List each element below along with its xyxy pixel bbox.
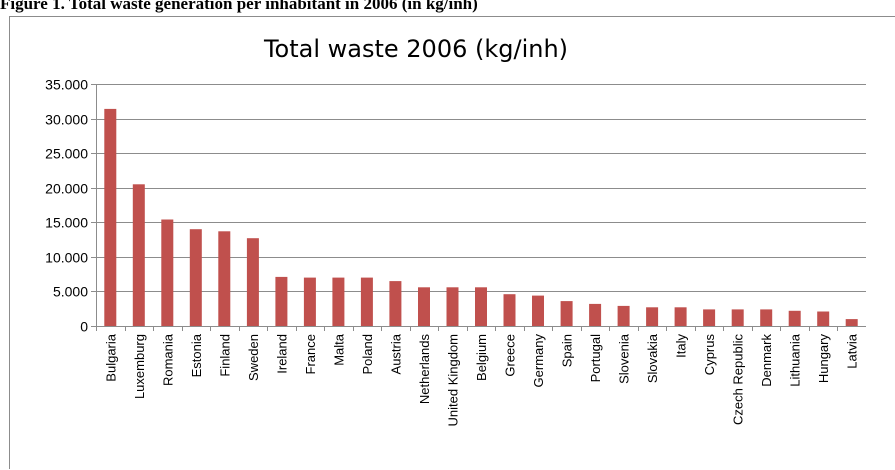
y-tick-label: 0 [80, 319, 88, 335]
y-tick-label: 15.000 [45, 215, 88, 231]
x-tick-label: Ireland [274, 334, 289, 374]
y-tick-label: 5.000 [53, 284, 88, 300]
bar [503, 294, 516, 326]
x-tick-label: Bulgaria [103, 333, 118, 381]
x-tick-label: Austria [388, 333, 403, 374]
x-tick-label: Portugal [588, 334, 603, 383]
bar [332, 277, 345, 326]
bar [218, 231, 231, 326]
y-tick-label: 10.000 [45, 250, 88, 266]
bars [96, 108, 858, 331]
chart-title: Total waste 2006 (kg/inh) [263, 35, 568, 63]
figure-caption: Figure 1. Total waste generation per inh… [0, 0, 478, 13]
x-tick-label: Finland [217, 334, 232, 377]
bar [589, 303, 602, 326]
x-tick-label: Poland [360, 334, 375, 374]
bar [275, 276, 288, 326]
x-tick-label: Netherlands [417, 334, 432, 405]
bar-chart: Total waste 2006 (kg/inh) 0 5.000 10.000 15… [45, 35, 866, 427]
x-tick-label: Greece [503, 334, 518, 377]
bar [446, 287, 459, 326]
x-tick-label: Luxemburg [132, 334, 147, 399]
x-tick-label: Hungary [816, 334, 831, 384]
bar [161, 219, 174, 326]
bar [674, 307, 687, 326]
bar [303, 277, 316, 326]
bar [532, 295, 544, 326]
bar [617, 305, 630, 326]
x-tick-label: Spain [560, 334, 575, 367]
x-tick-label: Italy [674, 334, 689, 358]
y-tick-label: 30.000 [45, 112, 88, 128]
bar [132, 184, 145, 326]
bar [360, 277, 373, 326]
x-tick-label: Lithuania [788, 333, 803, 387]
chart-area: Total waste 2006 (kg/inh) 0 5.000 10.000 15… [9, 16, 895, 469]
bar [817, 311, 830, 326]
x-tick-label: Czech Republic [731, 334, 746, 426]
bar [760, 309, 773, 326]
bar [646, 307, 659, 326]
bar [703, 309, 716, 326]
bar [418, 287, 430, 326]
bar [788, 310, 801, 326]
y-tick-label: 20.000 [45, 181, 88, 197]
x-tick-label: United Kingdom [446, 334, 461, 427]
bar [389, 281, 402, 326]
x-tick-label: Germany [531, 334, 546, 388]
bar [560, 301, 573, 326]
y-axis-tick-labels: 0 5.000 10.000 15.000 20.000 25.000 30.000 35.0… [45, 77, 88, 335]
x-tick-label: France [303, 334, 318, 374]
bar [246, 238, 259, 326]
x-axis-category-labels: Bulgaria Luxemburg Romania Estonia Finland Sw… [103, 333, 859, 426]
bar [845, 319, 858, 326]
x-tick-label: Malta [331, 333, 346, 366]
x-tick-label: Denmark [759, 334, 774, 387]
x-tick-label: Slovenia [617, 333, 632, 384]
x-tick-label: Romania [160, 333, 175, 386]
bar [475, 287, 487, 326]
bar [189, 229, 202, 326]
bar [104, 108, 117, 327]
x-tick-label: Sweden [246, 334, 261, 381]
x-tick-label: Slovakia [645, 333, 660, 383]
bar [731, 309, 744, 326]
x-tick-label: Estonia [189, 333, 204, 377]
y-tick-label: 25.000 [45, 146, 88, 162]
y-tick-label: 35.000 [45, 77, 88, 93]
x-tick-label: Latvia [845, 333, 860, 368]
x-tick-label: Belgium [474, 334, 489, 381]
x-tick-label: Cyprus [702, 334, 717, 376]
